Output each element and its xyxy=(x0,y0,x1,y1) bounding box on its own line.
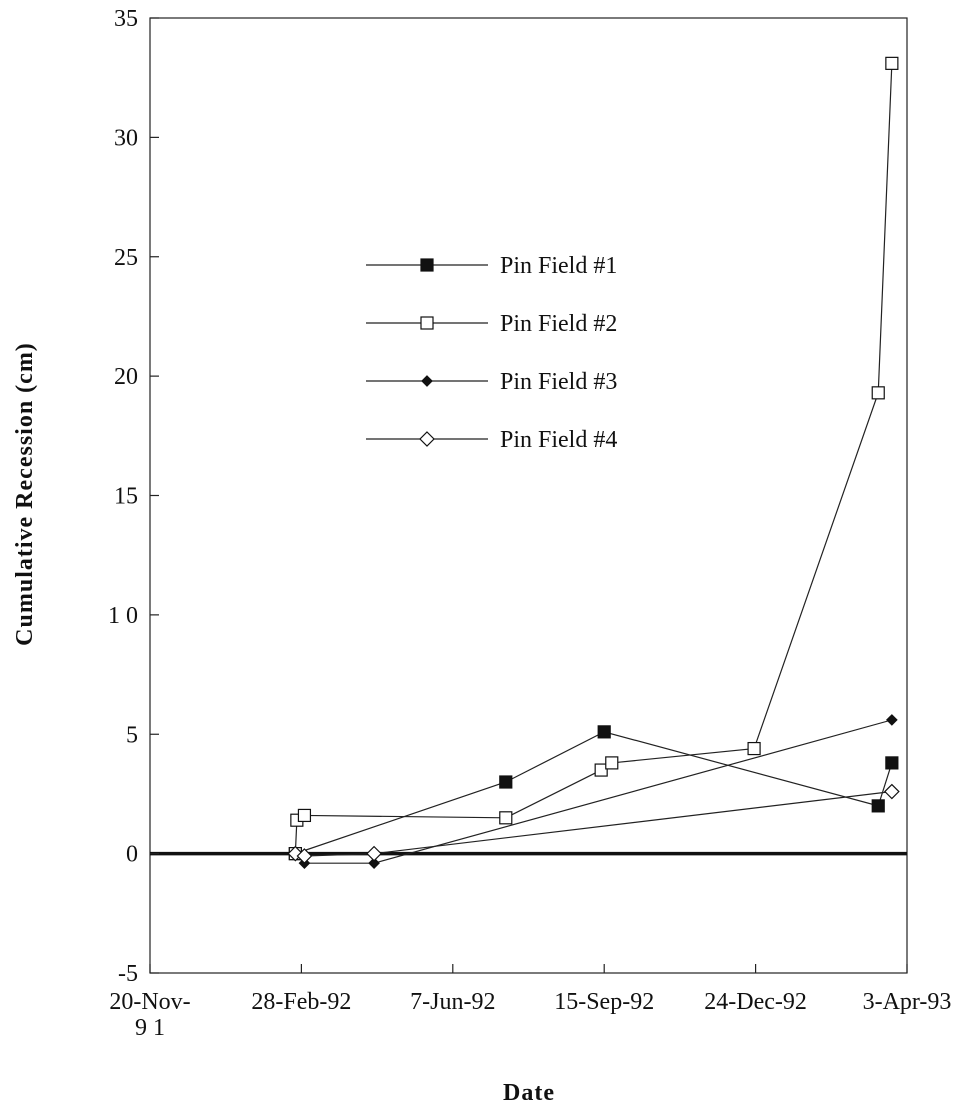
data-point xyxy=(872,387,884,399)
x-tick-label: 24-Dec-92 xyxy=(704,989,807,1015)
y-tick-label: 30 xyxy=(114,125,138,151)
data-point xyxy=(500,812,512,824)
series-line xyxy=(295,63,892,853)
data-point xyxy=(887,715,897,725)
data-point xyxy=(500,776,512,788)
x-tick-label: 7-Jun-92 xyxy=(410,989,495,1015)
legend-entry: Pin Field #1 xyxy=(366,253,617,279)
x-tick-label: 20-Nov-9 1 xyxy=(109,989,190,1041)
y-axis-title: Cumulative Recession (cm) xyxy=(12,342,38,646)
series-1 xyxy=(289,726,898,860)
legend: Pin Field #1 Pin Field #2 Pin Field #3 Pin … xyxy=(366,253,617,453)
axes: -5 0 5 1 0 15 20 25 30 35 20-Nov-9 1 28-Feb-92 7-Ju… xyxy=(108,6,951,1041)
y-tick-label: -5 xyxy=(118,961,138,987)
x-tick-label: 3-Apr-93 xyxy=(863,989,952,1015)
legend-marker xyxy=(422,376,432,386)
data-point xyxy=(872,800,884,812)
data-point xyxy=(886,57,898,69)
legend-entry: Pin Field #4 xyxy=(366,427,617,453)
legend-label: Pin Field #3 xyxy=(500,369,617,395)
series-line xyxy=(295,732,892,854)
legend-label: Pin Field #4 xyxy=(500,427,617,453)
data-point xyxy=(606,757,618,769)
data-point xyxy=(886,757,898,769)
legend-label: Pin Field #2 xyxy=(500,311,617,337)
legend-marker xyxy=(421,317,433,329)
y-tick-label: 15 xyxy=(114,484,138,510)
plot-frame xyxy=(150,18,907,973)
data-point xyxy=(367,847,381,861)
x-tick-label: 15-Sep-92 xyxy=(554,989,654,1015)
y-tick-label: 20 xyxy=(114,364,138,390)
x-axis-title: Date xyxy=(503,1080,555,1106)
data-point xyxy=(885,785,899,799)
legend-label: Pin Field #1 xyxy=(500,253,617,279)
y-tick-label: 25 xyxy=(114,245,138,271)
legend-marker xyxy=(421,259,433,271)
series-layer xyxy=(288,57,899,868)
y-tick-label: 0 xyxy=(126,842,138,868)
x-tick-label: 28-Feb-92 xyxy=(251,989,351,1015)
data-point xyxy=(748,743,760,755)
legend-entry: Pin Field #3 xyxy=(366,369,617,395)
series-2 xyxy=(289,57,898,859)
y-tick-label: 5 xyxy=(126,722,138,748)
series-line xyxy=(295,720,892,863)
legend-marker xyxy=(420,432,434,446)
y-tick-label: 35 xyxy=(114,6,138,32)
data-point xyxy=(298,809,310,821)
y-tick-label: 1 0 xyxy=(108,603,138,629)
data-point xyxy=(598,726,610,738)
plot-area xyxy=(150,18,907,973)
series-4 xyxy=(288,785,899,863)
legend-entry: Pin Field #2 xyxy=(366,311,617,337)
